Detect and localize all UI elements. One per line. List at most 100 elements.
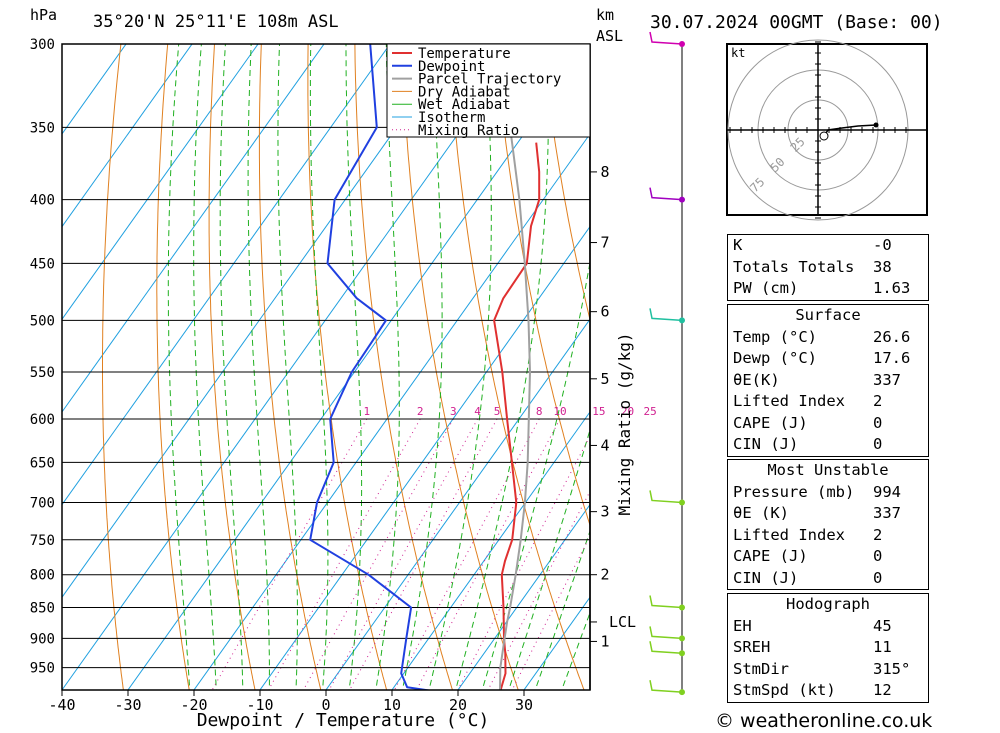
hodo-key: StmSpd (kt) xyxy=(733,681,836,699)
wind-barb xyxy=(649,626,683,640)
mixing-ratio-label: 15 xyxy=(592,405,605,418)
legend-box xyxy=(386,43,591,138)
mixing-ratio-line xyxy=(211,418,368,690)
wet-adiabat-line xyxy=(193,44,217,690)
wet-adiabat-line xyxy=(277,44,298,690)
mu-key: θE (K) xyxy=(733,504,789,522)
km-tick-label: 8 xyxy=(600,163,609,181)
hodo-key: EH xyxy=(733,616,752,635)
background-lines xyxy=(0,26,590,696)
km-tick-label: 1 xyxy=(600,632,609,650)
dry-adiabat-line xyxy=(307,44,388,690)
temperature-line xyxy=(493,142,541,690)
legend-label: Dewpoint xyxy=(418,59,485,75)
mixing-ratio-label: 2 xyxy=(417,405,424,418)
mu-value: 337 xyxy=(873,504,901,522)
pressure-tick-label: 400 xyxy=(30,193,55,209)
isotherm-line xyxy=(62,44,193,228)
hodograph-trace xyxy=(823,124,877,137)
mixing-ratio-line xyxy=(328,418,479,690)
index-key: K xyxy=(733,236,743,254)
wet-adiabat-line xyxy=(561,611,590,690)
hodo-value: 315° xyxy=(873,659,911,678)
hodo-value: 45 xyxy=(873,616,892,635)
hodograph-unit: kt xyxy=(731,46,745,60)
km-axis: 1 2 3 4 5 6 7 8 LCL xyxy=(590,163,636,650)
surface-title: Surface xyxy=(795,306,861,324)
hodo-key: StmDir xyxy=(733,659,789,678)
dry-adiabat-line xyxy=(258,44,322,690)
wind-barb xyxy=(649,641,683,655)
mixing-ratio-label: 4 xyxy=(474,405,481,418)
mixing-ratio-line xyxy=(349,418,498,690)
pressure-tick-label: 500 xyxy=(30,313,55,329)
dry-adiabat-line xyxy=(156,44,190,690)
mu-value: 0 xyxy=(873,547,883,565)
isotherm-line xyxy=(62,44,259,321)
index-value: 1.63 xyxy=(873,279,911,297)
pressure-tick-label: 350 xyxy=(30,120,55,136)
parcel-line xyxy=(493,44,531,690)
surface-key: θE(K) xyxy=(733,370,780,389)
x-tick-label: -40 xyxy=(48,696,75,714)
x-tick-label: 30 xyxy=(515,696,533,714)
isotherm-line xyxy=(0,26,7,696)
pressure-tick-label: 650 xyxy=(30,455,55,471)
surface-value: 0 xyxy=(873,435,883,453)
km-tick-label: 5 xyxy=(600,370,609,388)
isotherm-line xyxy=(62,44,391,506)
mu-key: Pressure (mb) xyxy=(733,482,855,501)
x-tick-label: -20 xyxy=(180,696,207,714)
legend-label: Wet Adiabat xyxy=(418,97,511,113)
index-key: Totals Totals xyxy=(733,257,855,276)
y-axis-right-title: Mixing Ratio (g/kg) xyxy=(615,332,634,515)
pressure-tick-label: 450 xyxy=(30,256,55,272)
wind-barb xyxy=(649,680,683,693)
wet-adiabat-line xyxy=(247,44,270,690)
mixing-ratio-line xyxy=(415,418,561,690)
pressure-tick-label: 800 xyxy=(30,568,55,584)
isotherm-line xyxy=(62,44,127,135)
surface-value: 2 xyxy=(873,392,883,410)
surface-value: 17.6 xyxy=(873,349,911,367)
profile-curves xyxy=(309,44,541,690)
unit-hpa: hPa xyxy=(30,6,58,24)
mu-value: 2 xyxy=(873,525,883,544)
wet-adiabat-line xyxy=(428,44,492,690)
x-tick-label: 20 xyxy=(449,696,467,714)
hodo-key: SREH xyxy=(733,638,771,656)
km-tick-label: 7 xyxy=(600,234,609,252)
surface-key: Temp (°C) xyxy=(733,327,817,346)
copyright-link[interactable]: © weatheronline.co.uk xyxy=(715,710,933,732)
mu-value: 0 xyxy=(873,568,883,587)
wind-barb xyxy=(649,595,683,609)
mu-key: Lifted Index xyxy=(733,525,845,544)
km-tick-label: 2 xyxy=(600,566,609,584)
pressure-tick-label: 950 xyxy=(30,661,55,677)
mu-key: CIN (J) xyxy=(733,568,799,587)
legend-label: Parcel Trajectory xyxy=(418,72,561,88)
hodograph-title: Hodograph xyxy=(786,595,870,613)
dry-adiabat-line xyxy=(102,44,124,690)
legend-label: Isotherm xyxy=(418,110,485,126)
plot-frame xyxy=(61,43,591,691)
surface-key: CIN (J) xyxy=(733,435,799,453)
isotherm-line xyxy=(259,225,590,690)
hodograph-table: Hodograph EH 45 SREH 11 StmDir 315° StmSpd … xyxy=(727,593,929,703)
location-label: 35°20'N 25°11'E 108m ASL xyxy=(93,12,339,32)
surface-value: 0 xyxy=(873,413,883,432)
wind-barb xyxy=(649,187,683,201)
indices-table: K -0 Totals Totals 38 PW (cm) 1.63 xyxy=(727,234,929,301)
dry-adiabat-line xyxy=(401,44,519,690)
legend-label: Temperature xyxy=(418,46,511,62)
surface-table: Surface Temp (°C) 26.6 Dewp (°C) 17.6 θE(K… xyxy=(727,304,929,457)
dry-adiabat-line xyxy=(354,44,454,690)
mixing-ratio-label: 5 xyxy=(494,405,501,418)
mixing-ratio-label: 3 xyxy=(450,405,457,418)
legend-label: Mixing Ratio xyxy=(418,123,519,139)
isotherm-line xyxy=(325,318,590,690)
mixing-ratio-label: 20 xyxy=(621,405,634,418)
index-value: -0 xyxy=(873,236,892,254)
wet-adiabat-line xyxy=(167,44,191,690)
